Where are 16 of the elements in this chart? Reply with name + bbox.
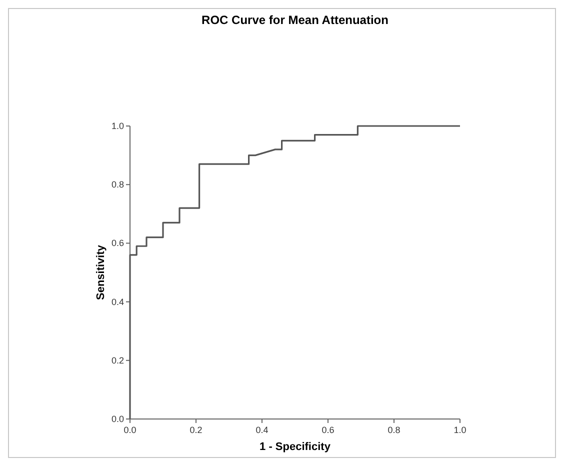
x-axis-title: 1 - Specificity: [260, 441, 332, 453]
x-tick-label: 0.8: [388, 425, 400, 435]
y-tick-label: 0.4: [111, 296, 124, 307]
x-tick-label: 1.0: [454, 425, 466, 435]
chart-title: ROC Curve for Mean Attenuation: [202, 13, 388, 27]
y-tick-label: 0.2: [111, 355, 124, 366]
x-tick-label: 0.0: [124, 425, 136, 435]
line-series: [129, 125, 461, 420]
y-tick-label: 0.0: [111, 414, 124, 424]
x-tick-label: 0.6: [322, 425, 334, 435]
y-tick-label: 0.8: [111, 180, 124, 190]
y-axis-title: Sensitivity: [95, 244, 107, 300]
x-tick-label: 0.4: [256, 425, 268, 435]
y-tick-label: 1.0: [111, 121, 124, 131]
x-tick-label: 0.2: [190, 425, 202, 435]
y-tick-label: 0.6: [111, 238, 124, 248]
